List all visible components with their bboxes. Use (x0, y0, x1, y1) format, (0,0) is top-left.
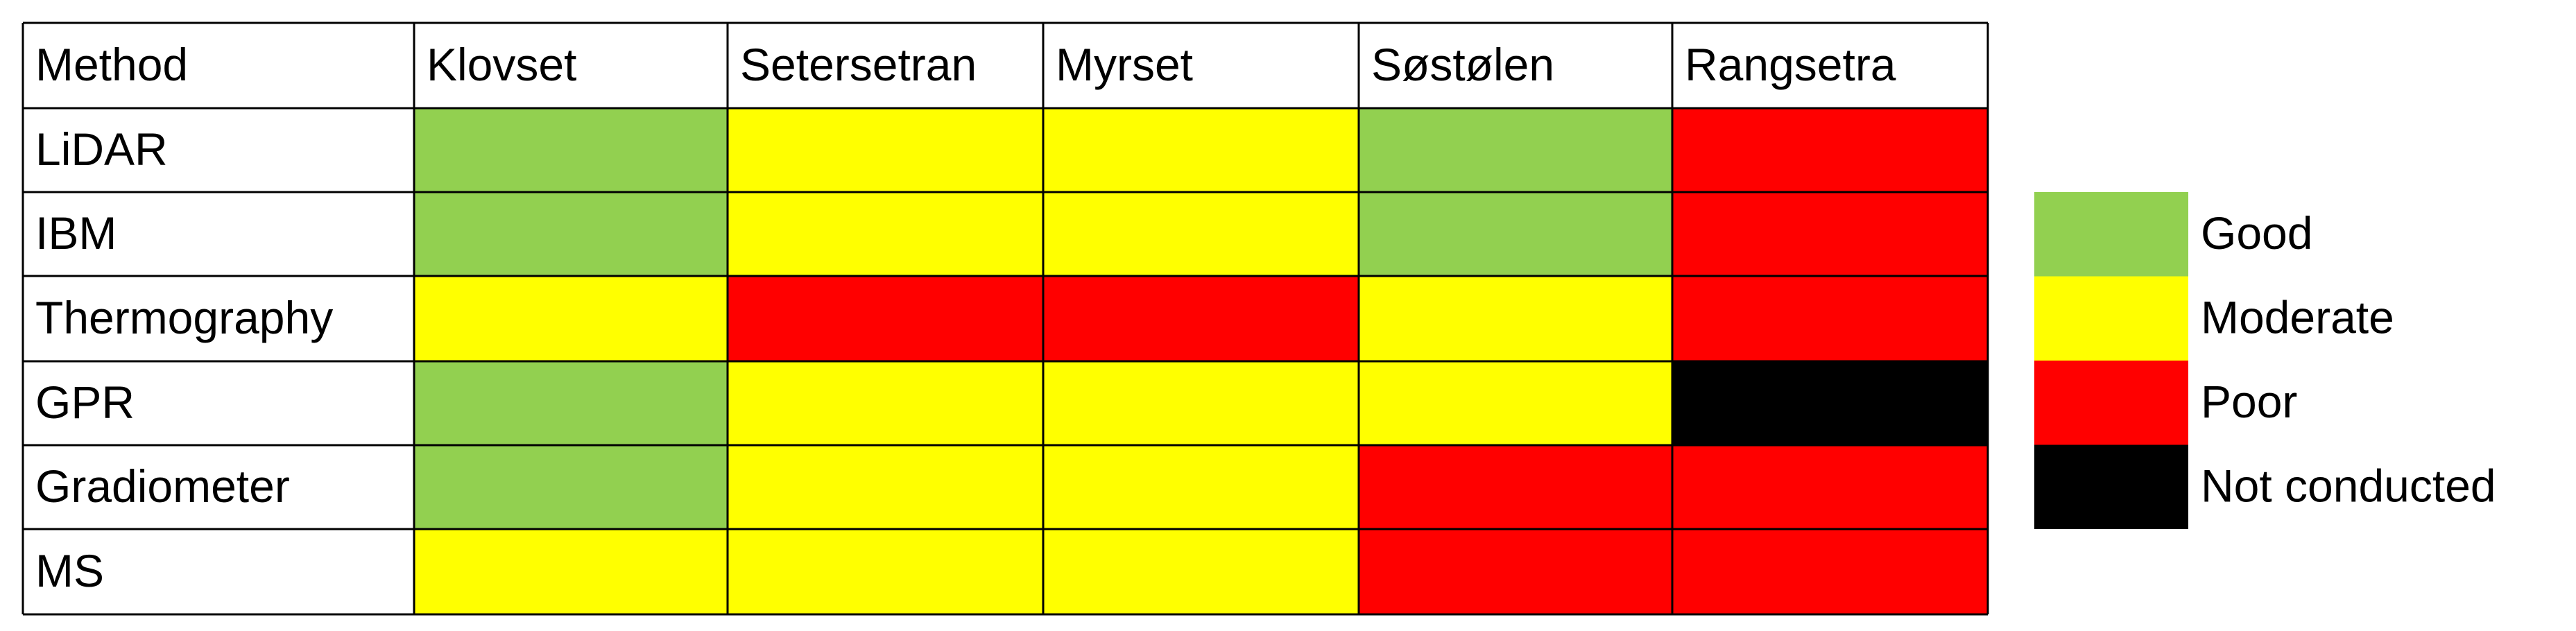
rating-cell (1043, 445, 1359, 529)
legend-label: Good (2201, 207, 2312, 259)
rating-cell (1043, 108, 1359, 192)
rating-cell (414, 445, 728, 529)
rating-cell (1359, 529, 1672, 614)
header-cell: Søstølen (1371, 39, 1554, 90)
rating-cell (1359, 192, 1672, 276)
rating-cell (728, 445, 1043, 529)
legend-label: Not conducted (2201, 460, 2496, 512)
legend-swatch (2034, 361, 2188, 445)
method-label: MS (35, 545, 104, 596)
rating-cell (1359, 445, 1672, 529)
header-cell: Klovset (427, 39, 576, 90)
rating-cell (1672, 445, 1988, 529)
rating-cell (728, 276, 1043, 361)
method-label: GPR (35, 377, 135, 428)
rating-cell (1672, 108, 1988, 192)
rating-cell (1043, 529, 1359, 614)
legend-swatch (2034, 276, 2188, 361)
rating-cell (1359, 108, 1672, 192)
legend-label: Poor (2201, 376, 2297, 427)
header-cell: Setersetran (740, 39, 977, 90)
header-cell: Rangsetra (1685, 39, 1896, 90)
rating-cell (1359, 276, 1672, 361)
rating-cell (728, 108, 1043, 192)
rating-cell (414, 108, 728, 192)
rating-cell (1043, 276, 1359, 361)
method-label: LiDAR (35, 123, 168, 175)
rating-cell (1672, 192, 1988, 276)
header-cell: Myrset (1056, 39, 1193, 90)
rating-cell (414, 529, 728, 614)
rating-cell (728, 529, 1043, 614)
rating-cell (728, 361, 1043, 445)
rating-cell (1672, 276, 1988, 361)
method-label: Thermography (35, 292, 333, 343)
method-label: Gradiometer (35, 460, 290, 512)
rating-cell (414, 192, 728, 276)
rating-cell (1672, 529, 1988, 614)
rating-cell (1359, 361, 1672, 445)
rating-cell (1043, 361, 1359, 445)
method-label: IBM (35, 207, 117, 259)
rating-cell (728, 192, 1043, 276)
legend-swatch (2034, 444, 2188, 529)
header-cell: Method (35, 39, 188, 90)
legend-swatch (2034, 192, 2188, 277)
rating-cell (414, 276, 728, 361)
rating-cell (1672, 361, 1988, 445)
rating-cell (414, 361, 728, 445)
legend-label: Moderate (2201, 292, 2394, 343)
rating-cell (1043, 192, 1359, 276)
